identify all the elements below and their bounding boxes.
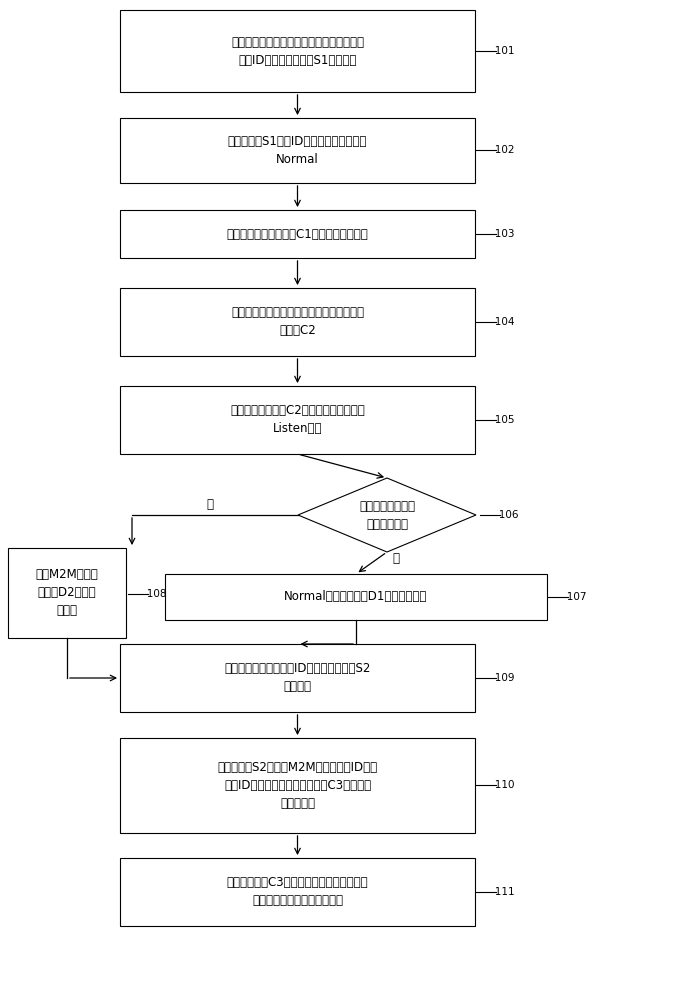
Text: -110: -110 <box>492 780 515 790</box>
Text: -106: -106 <box>496 510 519 520</box>
Text: 启动M2M模式传
送信息D2至中央
处理器: 启动M2M模式传 送信息D2至中央 处理器 <box>35 568 98 617</box>
Text: -111: -111 <box>492 887 515 897</box>
Text: 各传感器接收C3调整自身时间信息后根据自
身工作模式定时上传采样数据: 各传感器接收C3调整自身时间信息后根据自 身工作模式定时上传采样数据 <box>227 876 368 908</box>
Text: -107: -107 <box>564 592 587 602</box>
Text: -103: -103 <box>492 229 515 239</box>
Text: 服务器将时间信息指令C1发送至中央处理器: 服务器将时间信息指令C1发送至中央处理器 <box>227 228 369 240</box>
Text: 否: 否 <box>206 498 213 511</box>
Text: Normal模式传送信息D1至中央处理器: Normal模式传送信息D1至中央处理器 <box>285 590 428 603</box>
Text: -108: -108 <box>144 589 168 599</box>
FancyBboxPatch shape <box>120 386 475 454</box>
Text: 服务器根据S1记录ID，对应工作状态记为
Normal: 服务器根据S1记录ID，对应工作状态记为 Normal <box>228 135 367 166</box>
Text: 所有传感器接收到C2进行时钟调整并开启
Listen功能: 所有传感器接收到C2进行时钟调整并开启 Listen功能 <box>230 404 365 436</box>
FancyBboxPatch shape <box>120 858 475 926</box>
Text: 传感器是否已连接
至中央处理器: 传感器是否已连接 至中央处理器 <box>359 499 415 530</box>
FancyBboxPatch shape <box>8 548 126 638</box>
FancyBboxPatch shape <box>120 10 475 92</box>
Polygon shape <box>298 478 476 552</box>
FancyBboxPatch shape <box>165 574 547 620</box>
Text: -105: -105 <box>492 415 515 425</box>
Text: 中央处理器接收到所有ID数据后发送信息S2
至服务器: 中央处理器接收到所有ID数据后发送信息S2 至服务器 <box>224 662 371 694</box>
FancyBboxPatch shape <box>120 644 475 712</box>
FancyBboxPatch shape <box>120 118 475 183</box>
Text: 是: 是 <box>392 552 399 564</box>
Text: 中央处理器连接覆盖范围内部分传感器，记
录其ID，发送记录信息S1至服务器: 中央处理器连接覆盖范围内部分传感器，记 录其ID，发送记录信息S1至服务器 <box>231 35 364 66</box>
FancyBboxPatch shape <box>120 210 475 258</box>
Text: -104: -104 <box>492 317 515 327</box>
FancyBboxPatch shape <box>120 288 475 356</box>
FancyBboxPatch shape <box>120 738 475 833</box>
Text: 服务器接收S2，记录M2M模式传感器ID，调
整各ID时间信息后将新时间信息C3通过中央
处理器广播: 服务器接收S2，记录M2M模式传感器ID，调 整各ID时间信息后将新时间信息C3… <box>217 761 378 810</box>
Text: -101: -101 <box>492 46 515 56</box>
Text: -109: -109 <box>492 673 515 683</box>
Text: 中央处理器在覆盖范围内以广播方式发送时
间信息C2: 中央处理器在覆盖范围内以广播方式发送时 间信息C2 <box>231 306 364 338</box>
Text: -102: -102 <box>492 145 515 155</box>
